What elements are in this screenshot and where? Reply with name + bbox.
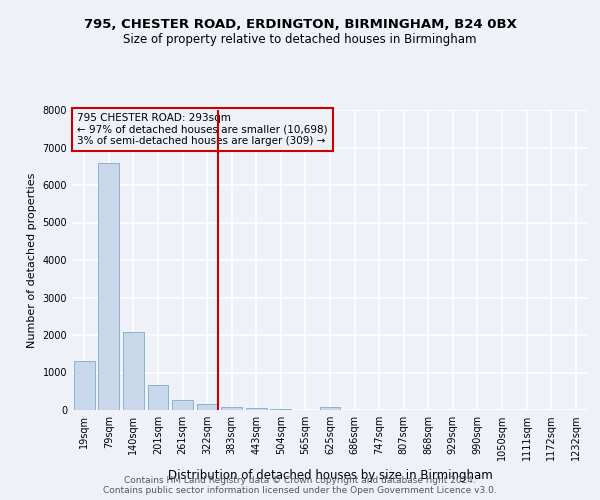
Y-axis label: Number of detached properties: Number of detached properties — [27, 172, 37, 348]
Text: 795, CHESTER ROAD, ERDINGTON, BIRMINGHAM, B24 0BX: 795, CHESTER ROAD, ERDINGTON, BIRMINGHAM… — [83, 18, 517, 30]
Bar — [98, 163, 119, 410]
Bar — [320, 408, 340, 410]
Text: 795 CHESTER ROAD: 293sqm
← 97% of detached houses are smaller (10,698)
3% of sem: 795 CHESTER ROAD: 293sqm ← 97% of detach… — [77, 113, 328, 146]
Text: Contains public sector information licensed under the Open Government Licence v3: Contains public sector information licen… — [103, 486, 497, 495]
Bar — [148, 384, 169, 410]
Text: Size of property relative to detached houses in Birmingham: Size of property relative to detached ho… — [123, 32, 477, 46]
Bar — [172, 400, 193, 410]
Bar — [123, 332, 144, 410]
Bar — [74, 360, 95, 410]
Bar — [221, 406, 242, 410]
Bar — [271, 409, 292, 410]
Bar — [197, 404, 218, 410]
X-axis label: Distribution of detached houses by size in Birmingham: Distribution of detached houses by size … — [167, 468, 493, 481]
Bar — [246, 408, 267, 410]
Text: Contains HM Land Registry data © Crown copyright and database right 2024.: Contains HM Land Registry data © Crown c… — [124, 476, 476, 485]
